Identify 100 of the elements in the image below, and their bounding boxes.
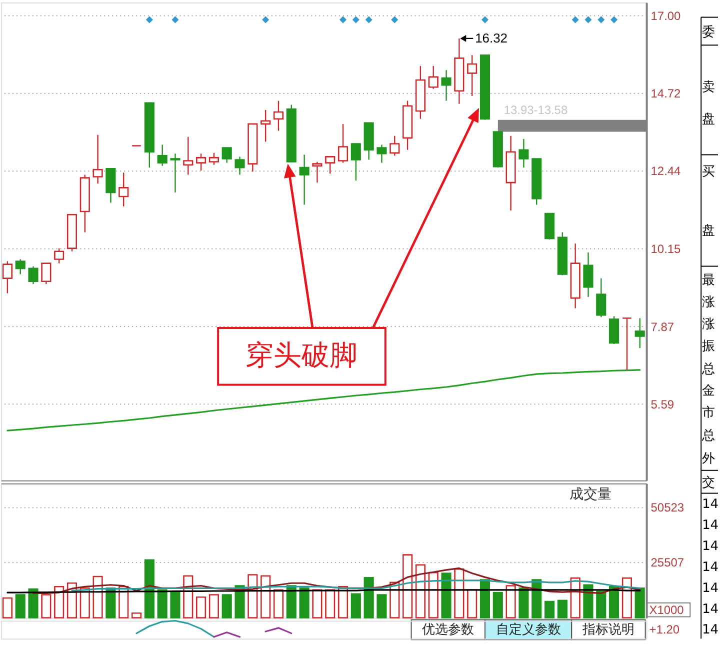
bar: [106, 588, 116, 618]
annotation: 穿头破脚: [246, 338, 358, 372]
text: 金: [702, 384, 716, 399]
y-tick-label: 14.72: [650, 86, 682, 100]
line-series: [6, 369, 641, 432]
chart-title: 成交量: [570, 486, 612, 502]
bar: [480, 579, 490, 618]
text: 14: [702, 497, 719, 512]
candlestick: [273, 100, 284, 132]
candlestick: [170, 153, 180, 194]
y-tick-label: 17.00: [650, 8, 682, 23]
candlestick: [183, 136, 194, 176]
bar: [376, 594, 387, 618]
bar: [15, 594, 26, 618]
bar: [41, 594, 52, 618]
text: 14: [702, 560, 719, 575]
bar: [634, 588, 645, 618]
bar: [28, 588, 38, 618]
candlestick: [15, 258, 26, 275]
candlestick: [390, 135, 400, 156]
text: 盘: [702, 112, 716, 127]
bar: [273, 589, 284, 618]
candlestick: [441, 70, 452, 102]
candlestick: [28, 266, 38, 285]
candlestick: [518, 138, 529, 168]
bar: [492, 592, 503, 618]
bar: [196, 596, 206, 618]
bar: [131, 612, 142, 618]
candlestick: [41, 262, 52, 285]
candlestick: [54, 248, 64, 264]
bar: [299, 588, 310, 618]
text: +1.20: [649, 622, 680, 637]
candlestick: [299, 154, 310, 206]
bar: [286, 585, 296, 618]
text: 14: [702, 539, 719, 554]
bar: [441, 572, 452, 618]
bar: [518, 588, 529, 618]
candlestick: [118, 172, 129, 208]
text: 涨: [702, 316, 716, 332]
text: 买: [702, 164, 716, 180]
annotation: 自定义参数: [496, 622, 561, 638]
candlestick: [157, 144, 168, 166]
bar: [557, 600, 568, 618]
text: 盘: [702, 223, 716, 238]
candlestick: [376, 144, 387, 164]
bar: [157, 589, 168, 618]
candlestick: [92, 134, 103, 184]
text: 委: [702, 25, 716, 40]
candlestick: [312, 161, 322, 184]
text: 14: [702, 580, 719, 596]
candlestick: [634, 318, 645, 349]
line-series: [32, 567, 641, 594]
bar: [312, 589, 322, 618]
bar: [54, 586, 64, 618]
bar: [583, 584, 594, 618]
bar: [222, 594, 232, 618]
text: 总: [701, 428, 716, 444]
candlestick: [596, 278, 606, 318]
text: 市: [702, 406, 716, 421]
candlestick: [260, 109, 271, 142]
bar: [609, 586, 620, 618]
annotation: 16.32: [475, 30, 508, 46]
text: 总: [701, 362, 716, 377]
bar: [364, 576, 374, 618]
y-tick-label: 25507: [650, 555, 684, 570]
candlestick: [609, 316, 620, 345]
candlestick: [583, 252, 594, 298]
y-axis-title: X1000: [649, 602, 684, 617]
candlestick: [222, 147, 232, 164]
candlestick: [106, 168, 116, 204]
y-tick-label: 10.15: [650, 242, 682, 256]
annotation: 优选参数: [422, 622, 474, 638]
y-tick-label: 12.44: [650, 164, 682, 178]
band-label: 13.93-13.58: [504, 102, 568, 117]
candlestick: [350, 143, 361, 182]
candlestick: [428, 65, 438, 90]
text: 14: [702, 622, 719, 638]
candlestick: [196, 153, 206, 172]
text: 交: [702, 474, 716, 490]
text: 外: [702, 451, 716, 466]
y-tick-label: 7.87: [650, 320, 674, 334]
text: 14: [702, 518, 719, 534]
text: 卖: [702, 80, 716, 95]
text: 14: [702, 602, 719, 617]
bar: [208, 594, 219, 618]
bar: [544, 600, 555, 618]
annotation: 指标说明: [581, 622, 634, 638]
y-tick-label: 50523: [650, 500, 684, 514]
candlestick: [467, 54, 478, 97]
bar: [325, 589, 336, 618]
candlestick: [622, 318, 632, 371]
bar: [350, 593, 361, 618]
text: 振: [702, 338, 716, 354]
text: 最: [702, 273, 716, 288]
bar: [144, 559, 154, 618]
candlestick: [208, 152, 219, 166]
bar: [596, 590, 606, 618]
candlestick: [234, 156, 245, 176]
line-series: [71, 580, 641, 592]
text: 涨: [702, 295, 716, 310]
